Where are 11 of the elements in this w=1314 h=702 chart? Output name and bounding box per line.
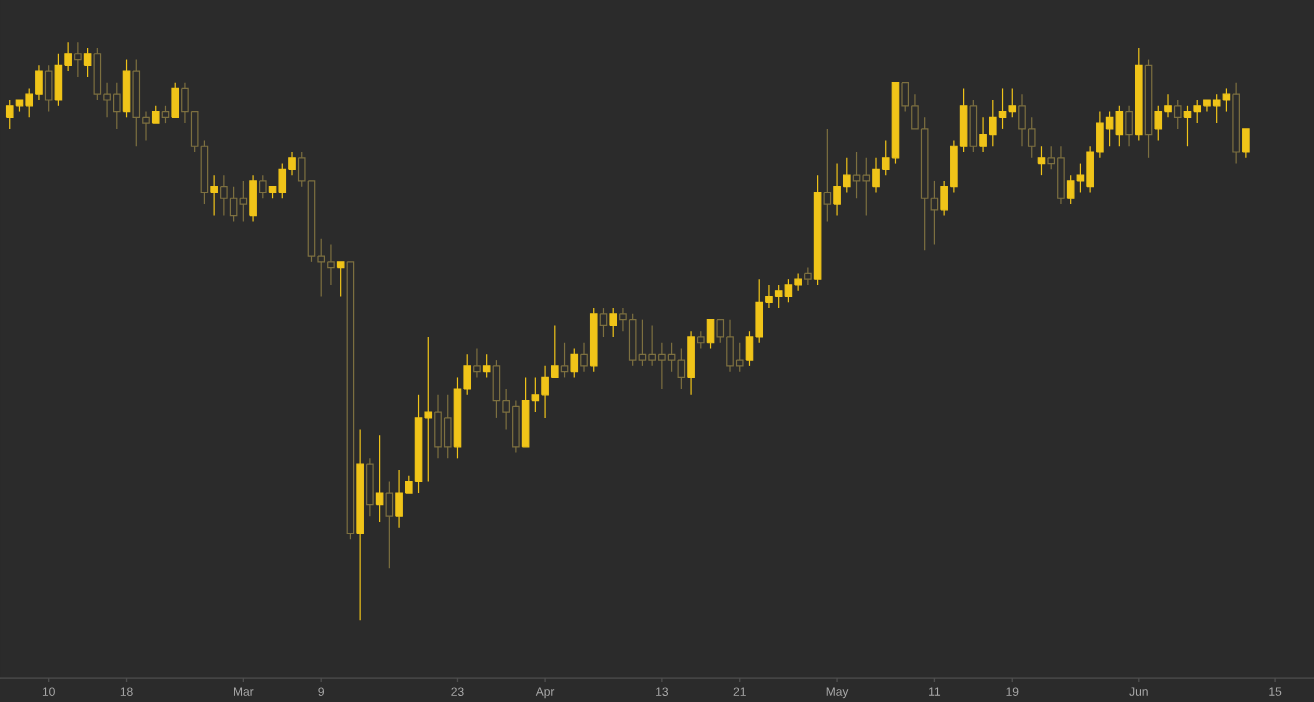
candlestick <box>1125 105 1133 147</box>
candlestick <box>356 428 364 621</box>
candlestick <box>473 347 481 379</box>
candlestick <box>687 330 695 396</box>
candlestick <box>74 41 82 78</box>
candlestick <box>210 174 218 217</box>
candlestick <box>580 342 588 373</box>
candlestick <box>366 457 374 517</box>
candlestick <box>804 267 812 286</box>
candlestick <box>249 174 257 222</box>
candlestick <box>1232 82 1240 165</box>
